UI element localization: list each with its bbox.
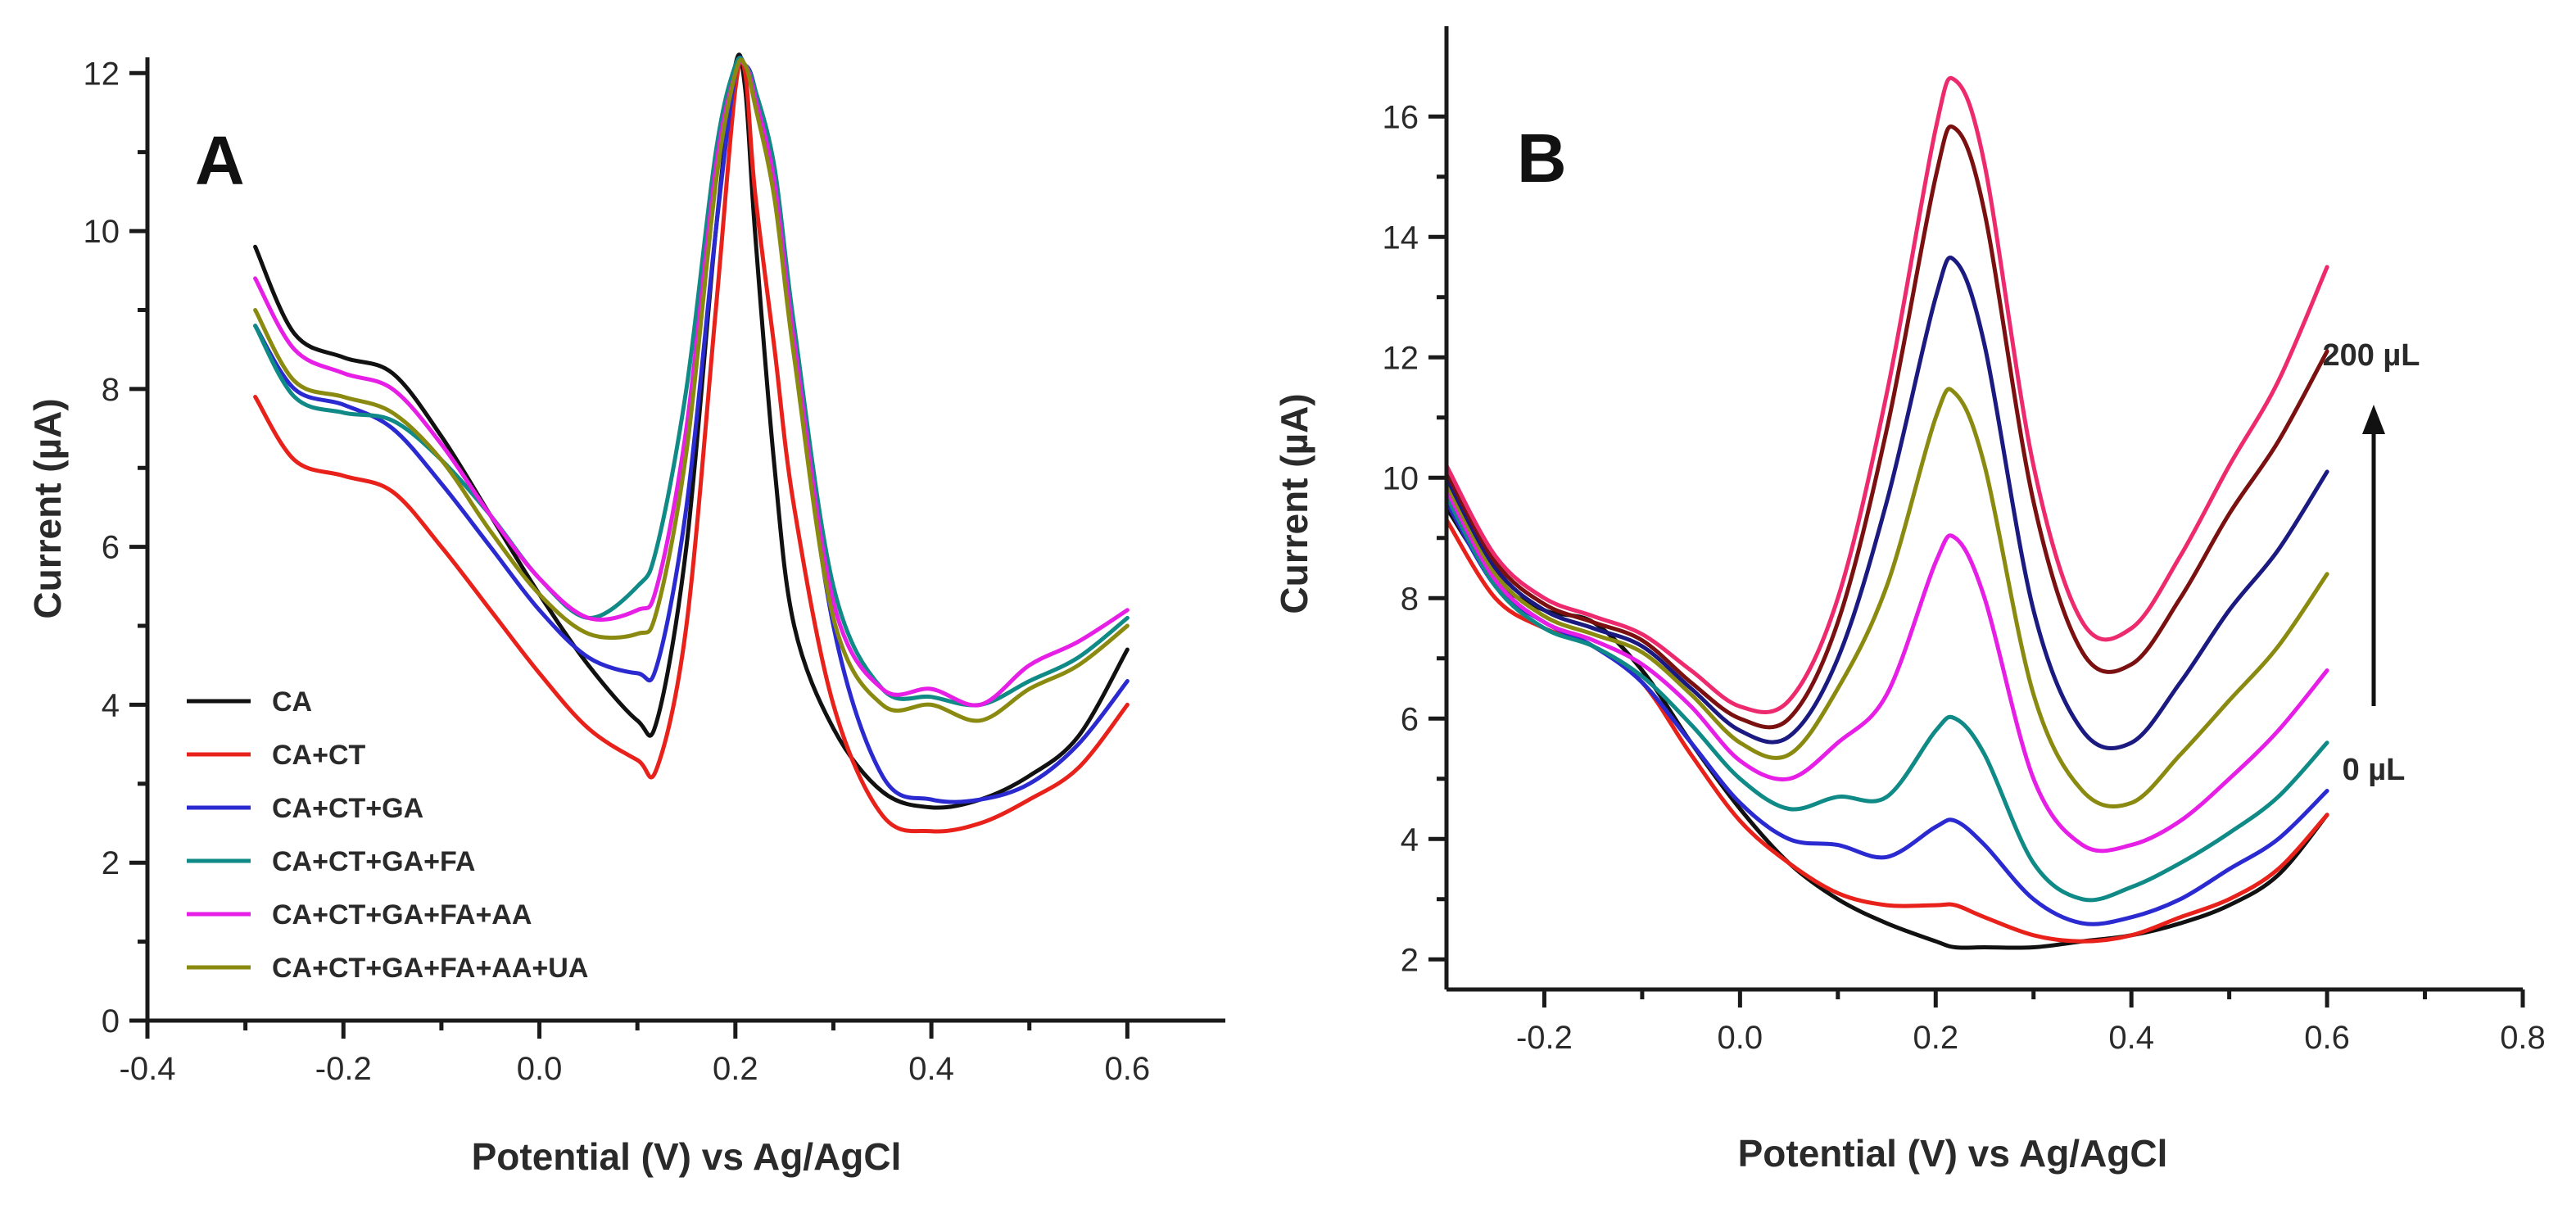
panel-a-y-tick-label: 4	[102, 687, 120, 723]
panel-a-x-tick-label: 0.4	[908, 1051, 954, 1087]
panel-a-legend: CA CA+CT CA+CT+GA CA+CT+GA+FA CA+CT+GA+FA+AA…	[187, 686, 588, 984]
panel-a-label: A	[195, 122, 245, 199]
panel-a-legend-label: CA+CT+GA	[272, 793, 423, 824]
panel-a-series-line-3	[253, 56, 1130, 804]
increase-arrow-head	[2362, 405, 2385, 434]
panel-b-annotation: 200 µL 0 µL	[2322, 338, 2420, 787]
panel-a-series-line-6	[253, 57, 1130, 723]
panel-a-legend-label: CA+CT+GA+FA+AA+UA	[272, 953, 588, 984]
panel-b-y-tick-label: 14	[1383, 220, 1419, 256]
panel-b-x-tick-label: 0.0	[1718, 1020, 1763, 1056]
panel-a-ticks: -0.4 -0.2 0.0 0.2 0.4 0.6 0 2 4 6 8 10 12	[84, 56, 1151, 1087]
panel-b-series	[1444, 75, 2329, 950]
annotation-bottom-label: 0 µL	[2343, 753, 2406, 787]
panel-b-ticks: -0.2 0.0 0.2 0.4 0.6 0.8 2 4 6 8 10 12 14 16	[1383, 99, 2546, 1056]
panel-b-label: B	[1517, 120, 1567, 197]
panel-b-y-axis-title: Current (µA)	[1273, 393, 1315, 614]
panel-b-series-line-4	[1444, 493, 2329, 903]
panel-b-y-tick-label: 8	[1401, 581, 1419, 617]
panel-b-x-axis-title: Potential (V) vs Ag/AgCl	[1738, 1132, 2168, 1175]
panel-b-x-tick-label: 0.2	[1913, 1020, 1958, 1056]
panel-b-series-line-6	[1444, 387, 2329, 809]
panel-a-y-tick-label: 10	[84, 214, 120, 250]
panel-a-x-tick-label: 0.6	[1105, 1051, 1151, 1087]
panel-b-series-line-8	[1444, 124, 2329, 730]
annotation-top-label: 200 µL	[2322, 338, 2420, 373]
panel-b-series-line-5	[1444, 487, 2329, 854]
panel-b-series-line-7	[1444, 256, 2329, 750]
panel-a-y-tick-label: 12	[84, 56, 120, 92]
panel-a-x-tick-label: 0.2	[713, 1051, 758, 1087]
panel-b-y-tick-label: 12	[1383, 340, 1419, 376]
panel-b-y-tick-label: 16	[1383, 99, 1419, 135]
panel-a-legend-label: CA+CT+GA+FA+AA	[272, 899, 532, 931]
panel-b-y-tick-label: 6	[1401, 701, 1419, 737]
panel-a-legend-label: CA+CT	[272, 740, 366, 771]
panel-a-y-tick-label: 6	[102, 530, 120, 566]
panel-b-x-tick-label: -0.2	[1516, 1020, 1573, 1056]
panel-a-x-tick-label: -0.4	[120, 1051, 176, 1087]
panel-b-y-tick-label: 10	[1383, 460, 1419, 496]
panel-b-y-tick-label: 4	[1401, 822, 1419, 858]
panel-a-legend-label: CA	[272, 686, 312, 718]
panel-a-y-tick-label: 2	[102, 845, 120, 881]
panel-b-x-tick-label: 0.4	[2108, 1020, 2154, 1056]
panel-a-y-axis-title: Current (µA)	[26, 398, 69, 618]
panel-a-series	[253, 52, 1130, 834]
panel-a-x-axis-title: Potential (V) vs Ag/AgCl	[472, 1135, 902, 1178]
panel-a-y-tick-label: 8	[102, 372, 120, 408]
panel-a-series-line-2	[253, 57, 1130, 834]
panel-a-legend-label: CA+CT+GA+FA	[272, 846, 475, 877]
panel-b-x-tick-label: 0.8	[2500, 1020, 2546, 1056]
panel-a-y-tick-label: 0	[102, 1003, 120, 1039]
panel-b-y-tick-label: 2	[1401, 942, 1419, 978]
panel-a-x-tick-label: -0.2	[315, 1051, 372, 1087]
panel-a-x-tick-label: 0.0	[517, 1051, 563, 1087]
panel-b-series-line-9	[1444, 75, 2329, 714]
panel-a: A Potential (V) vs Ag/AgCl Current (µA) …	[26, 52, 1225, 1178]
panel-b-x-tick-label: 0.6	[2304, 1020, 2350, 1056]
panel-b: B Potential (V) vs Ag/AgCl Current (µA) …	[1273, 26, 2546, 1175]
